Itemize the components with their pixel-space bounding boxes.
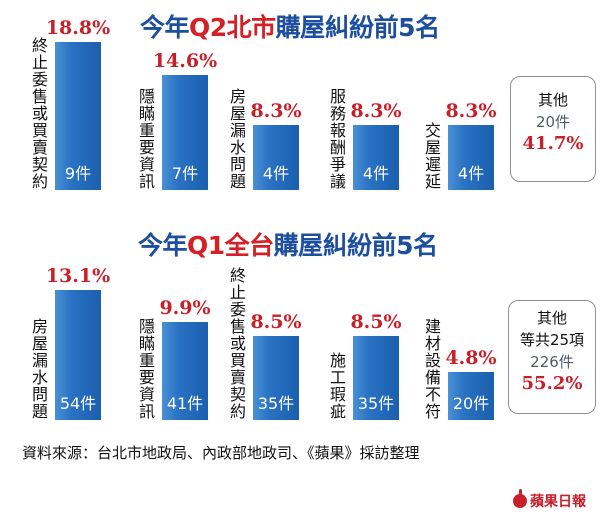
bar-count-label: 4件 (362, 164, 390, 183)
bar-4: 35件 (353, 336, 399, 420)
category-label-4: 施工瑕疵 (329, 351, 346, 421)
bar-count-label: 35件 (357, 394, 395, 413)
bar-count-label: 4件 (262, 164, 290, 183)
category-label-2: 隱瞞重要資訊 (138, 317, 155, 421)
chart-q2-taipei: 今年Q2北市購屋糾紛前5名 9件 18.8% 終止委售或買賣契約 7件 14.6% 隱瞞重… (0, 0, 600, 212)
bar-2: 41件 (162, 322, 208, 420)
other-pct: 55.2% (521, 373, 583, 394)
bar-count-label: 41件 (166, 394, 204, 413)
publisher-logo: 蘋果日報 (513, 489, 586, 511)
other-count: 226件 (530, 353, 574, 371)
other-title: 其他 (537, 91, 568, 109)
value-label-4: 8.3% (350, 100, 402, 122)
chart-q1-nationwide: 今年Q1全台購屋糾紛前5名 54件 13.1% 房屋漏水問題 41件 9.9% 隱瞞重要資… (0, 212, 600, 430)
other-detail: 等共25項 (519, 331, 585, 349)
source-note: 資料來源：台北市地政局、內政部地政司、《蘋果》採訪整理 (22, 444, 420, 462)
value-label-4: 8.5% (350, 311, 402, 333)
value-label-1: 18.8% (45, 17, 111, 39)
bar-5: 20件 (448, 372, 494, 420)
bar-3: 35件 (253, 336, 299, 420)
apple-icon (513, 489, 527, 508)
other-box: 其他 20件 41.7% (510, 76, 596, 182)
bar-1: 54件 (55, 290, 101, 420)
bar-1: 9件 (55, 42, 101, 190)
value-label-3: 8.3% (250, 100, 302, 122)
category-label-3: 房屋漏水問題 (229, 87, 246, 191)
other-title: 其他 (536, 309, 567, 327)
value-label-1: 13.1% (45, 265, 111, 287)
value-label-5: 8.3% (445, 100, 497, 122)
title-part-2: Q2北市 (189, 13, 276, 42)
category-label-1: 終止委售或買賣契約 (31, 36, 48, 191)
category-label-5: 建材設備不符 (424, 317, 441, 421)
category-label-4: 服務報酬爭議 (329, 87, 346, 191)
bar-count-label: 4件 (457, 164, 485, 183)
category-label-3: 終止委售或買賣契約 (229, 266, 246, 421)
value-label-5: 4.8% (445, 347, 497, 369)
bar-3: 4件 (253, 125, 299, 190)
title-part-3: 購屋糾紛前5名 (275, 13, 440, 42)
bar-4: 4件 (353, 125, 399, 190)
bar-count-label: 54件 (59, 394, 97, 413)
title-part-1: 今年 (140, 13, 190, 42)
other-count: 20件 (535, 113, 571, 131)
category-label-5: 交屋遲延 (424, 121, 441, 191)
category-label-1: 房屋漏水問題 (31, 317, 48, 421)
logo-text: 蘋果日報 (530, 494, 586, 510)
other-pct: 41.7% (522, 133, 584, 154)
value-label-2: 14.6% (152, 50, 218, 72)
bar-2: 7件 (162, 75, 208, 190)
bar-count-label: 35件 (257, 394, 295, 413)
value-label-3: 8.5% (250, 311, 302, 333)
category-label-2: 隱瞞重要資訊 (138, 87, 155, 191)
title-part-3: 購屋糾紛前5名 (273, 231, 438, 260)
bar-count-label: 7件 (171, 164, 199, 183)
bar-count-label: 20件 (452, 394, 490, 413)
chart-title: 今年Q2北市購屋糾紛前5名 (140, 8, 600, 44)
value-label-2: 9.9% (159, 297, 211, 319)
bar-count-label: 9件 (64, 164, 92, 183)
chart-title: 今年Q1全台購屋糾紛前5名 (138, 226, 600, 262)
title-part-2: Q1全台 (187, 231, 274, 260)
bar-5: 4件 (448, 125, 494, 190)
other-box: 其他 等共25項 226件 55.2% (508, 300, 596, 414)
title-part-1: 今年 (138, 231, 188, 260)
